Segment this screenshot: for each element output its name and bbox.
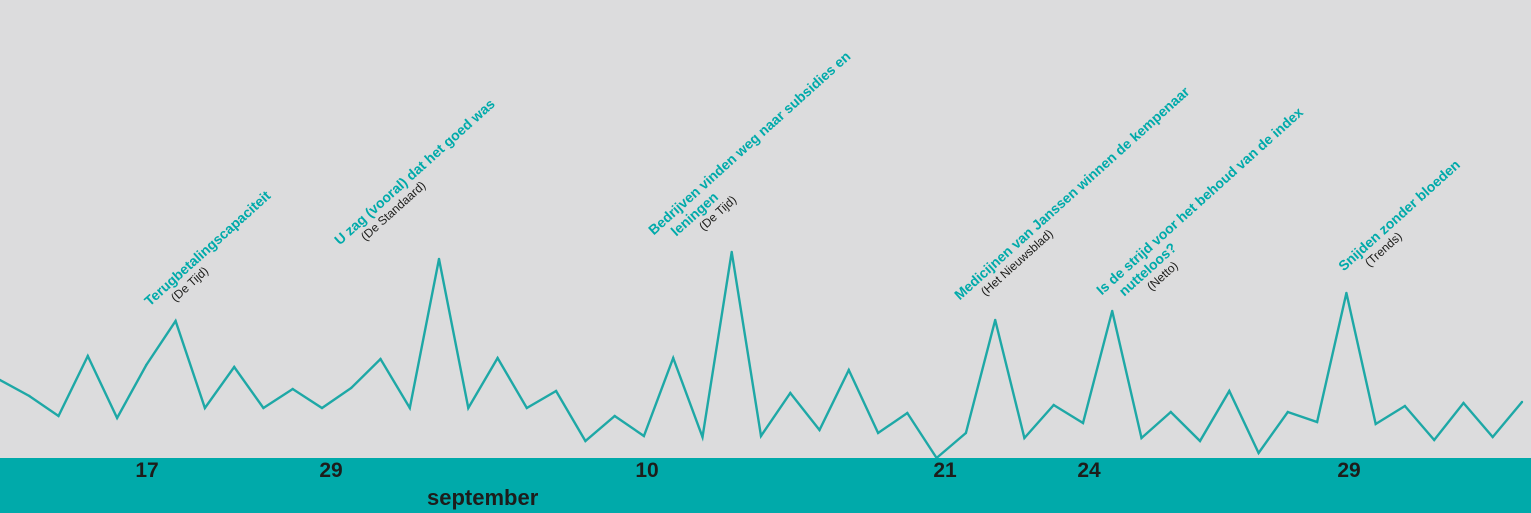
tick-label: 29 — [1337, 459, 1361, 482]
data-point — [437, 257, 441, 261]
data-point — [994, 318, 997, 322]
data-point — [1081, 421, 1085, 425]
data-point — [1023, 436, 1026, 440]
data-point — [964, 431, 968, 435]
data-point — [320, 406, 324, 410]
data-point — [789, 391, 792, 395]
timeline-band — [0, 458, 1531, 513]
tick-label: 10 — [635, 459, 659, 482]
data-point — [730, 250, 733, 254]
data-point — [291, 387, 294, 391]
data-point — [701, 435, 704, 439]
data-point — [818, 428, 821, 432]
data-point — [1169, 410, 1173, 414]
data-point — [0, 378, 2, 382]
data-points — [0, 250, 1524, 460]
data-point — [57, 414, 60, 418]
data-point — [672, 356, 675, 360]
data-point — [174, 319, 177, 323]
tick-label: 21 — [933, 459, 957, 482]
data-point — [1257, 451, 1260, 455]
data-point — [1315, 420, 1319, 424]
data-point — [847, 368, 850, 372]
tick-label: 24 — [1077, 459, 1101, 482]
data-point — [496, 356, 499, 360]
data-point — [86, 354, 90, 358]
coverage-series-line — [0, 251, 1523, 460]
data-point — [1433, 438, 1436, 442]
data-point — [408, 406, 411, 410]
data-point — [1374, 422, 1377, 426]
data-point — [145, 363, 148, 367]
data-point — [876, 431, 880, 435]
data-point — [584, 439, 587, 443]
data-point — [525, 406, 528, 410]
tick-label: 17 — [135, 459, 159, 482]
data-point — [554, 389, 558, 393]
data-point — [379, 357, 382, 361]
data-point — [233, 365, 236, 369]
data-point — [1198, 439, 1202, 443]
data-point — [1286, 410, 1290, 414]
data-point — [115, 416, 119, 420]
data-point — [1403, 404, 1407, 408]
data-point — [1140, 436, 1143, 440]
data-point — [1491, 435, 1494, 439]
data-point — [1228, 389, 1231, 393]
data-point — [613, 414, 616, 418]
data-point — [642, 434, 646, 438]
data-point — [1052, 403, 1055, 407]
data-point — [906, 411, 909, 415]
data-point — [1520, 400, 1524, 404]
data-point — [759, 434, 763, 438]
tick-label: 29 — [319, 459, 343, 482]
data-point — [1345, 291, 1348, 295]
data-point — [203, 406, 207, 410]
data-point — [28, 394, 31, 398]
month-label: september — [427, 485, 539, 510]
data-point — [350, 386, 353, 390]
data-point — [1462, 401, 1465, 405]
data-point — [262, 406, 265, 410]
data-point — [1111, 309, 1114, 313]
data-point — [467, 406, 470, 410]
